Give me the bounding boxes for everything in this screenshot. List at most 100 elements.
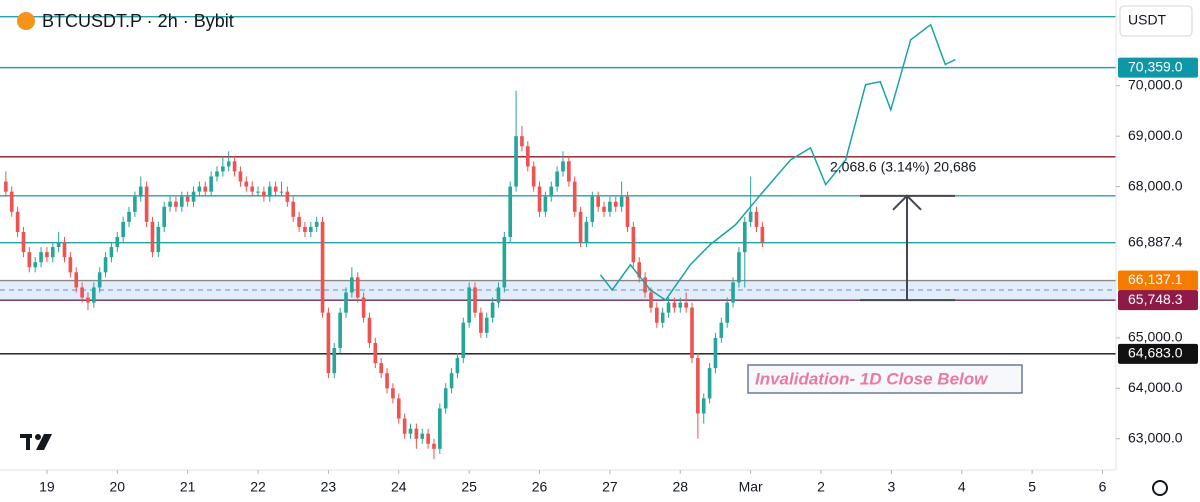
x-tick-label: 25 — [461, 479, 477, 495]
candle-body — [502, 237, 507, 288]
candle-body — [373, 342, 378, 364]
candle-body — [244, 181, 249, 187]
candle-body — [590, 196, 595, 222]
candle-body — [514, 136, 518, 187]
candle-body — [549, 186, 554, 197]
candle-body — [443, 388, 448, 409]
candle-body — [731, 282, 735, 303]
candle-body — [561, 161, 565, 172]
candle-body — [221, 166, 225, 172]
candle-body — [754, 211, 759, 227]
currency-label[interactable]: USDT — [1128, 12, 1167, 28]
candle-body — [291, 201, 296, 217]
candle-body — [27, 252, 32, 268]
y-tick-label: 65,000.0 — [1128, 329, 1183, 345]
candle-body — [97, 272, 102, 288]
candle-body — [473, 287, 477, 313]
candle-body — [543, 196, 548, 212]
candle-body — [109, 247, 114, 258]
level-label: 65,748.3 — [1128, 291, 1183, 307]
candle-body — [660, 312, 665, 323]
x-tick-label: 28 — [672, 479, 688, 495]
candle-body — [625, 196, 630, 227]
candle-body — [179, 196, 184, 207]
candle-body — [531, 166, 536, 187]
level-label-bg — [1118, 232, 1198, 253]
candle-body — [191, 191, 196, 202]
candle-body — [701, 398, 706, 414]
level-label-bg — [1118, 343, 1198, 364]
candle-body — [33, 262, 38, 268]
x-tick-label: 23 — [321, 479, 337, 495]
candle-body — [45, 252, 49, 258]
x-tick-label: 3 — [887, 479, 895, 495]
candle-body — [56, 242, 61, 248]
x-tick-label: 20 — [109, 479, 125, 495]
candle-body — [567, 161, 571, 182]
x-tick-label: 5 — [1028, 479, 1036, 495]
plot-area — [0, 15, 1116, 459]
candle-body — [21, 231, 26, 253]
y-tick-label: 63,000.0 — [1128, 429, 1183, 445]
candle-body — [338, 312, 342, 348]
candle-body — [525, 146, 530, 167]
candle-body — [215, 171, 219, 177]
candle-body — [144, 186, 149, 222]
x-tick-label: 4 — [958, 479, 966, 495]
candle-body — [631, 226, 636, 263]
candle-body — [379, 363, 384, 374]
candle-body — [678, 302, 683, 308]
candle-body — [707, 368, 712, 399]
candle-body — [4, 181, 8, 192]
candle-body — [537, 186, 542, 212]
currency-button[interactable] — [1119, 5, 1193, 37]
level-label-bg — [1118, 270, 1198, 291]
candle-body — [162, 206, 167, 227]
settings-icon[interactable] — [1152, 480, 1168, 496]
candle-body — [133, 196, 137, 212]
candle-body — [408, 428, 413, 434]
candle-body — [326, 312, 331, 374]
candle-body — [654, 307, 659, 323]
candle-body — [402, 418, 407, 434]
candle-body — [168, 201, 172, 207]
candle-body — [479, 312, 483, 333]
x-tick-label: Mar — [739, 479, 763, 495]
y-tick-label: 69,000.0 — [1128, 127, 1183, 143]
candle-body — [619, 196, 624, 207]
tv-logo — [20, 434, 52, 450]
candle-body — [608, 201, 612, 212]
candle-body — [250, 186, 254, 192]
candle-body — [279, 191, 284, 193]
candle-body — [355, 277, 360, 298]
candle-body — [127, 211, 131, 222]
candle-body — [438, 408, 442, 449]
candle-body — [361, 297, 366, 318]
candle-body — [520, 136, 524, 147]
candle-body — [725, 302, 730, 323]
x-tick-label: 19 — [39, 479, 55, 495]
candle-body — [508, 186, 513, 238]
level-label: 66,137.1 — [1128, 271, 1183, 287]
candle-body — [420, 433, 425, 439]
candle-body — [267, 186, 272, 197]
y-tick-label: 64,000.0 — [1128, 379, 1183, 395]
candle-body — [666, 302, 671, 313]
coin-icon — [17, 12, 35, 30]
candle-body — [742, 221, 747, 253]
candle-body — [285, 191, 290, 202]
candle-body — [238, 171, 243, 182]
candle-body — [50, 247, 55, 258]
candle-body — [103, 257, 108, 273]
candle-body — [760, 226, 765, 243]
candle-body — [496, 287, 501, 303]
candle-body — [344, 292, 348, 313]
candle-body — [467, 287, 471, 323]
candle-body — [308, 226, 313, 232]
candle-body — [584, 221, 589, 243]
candle-body — [256, 191, 260, 193]
candle-body — [320, 221, 325, 313]
y-tick-label: 68,000.0 — [1128, 177, 1183, 193]
x-tick-label: 21 — [180, 479, 196, 495]
